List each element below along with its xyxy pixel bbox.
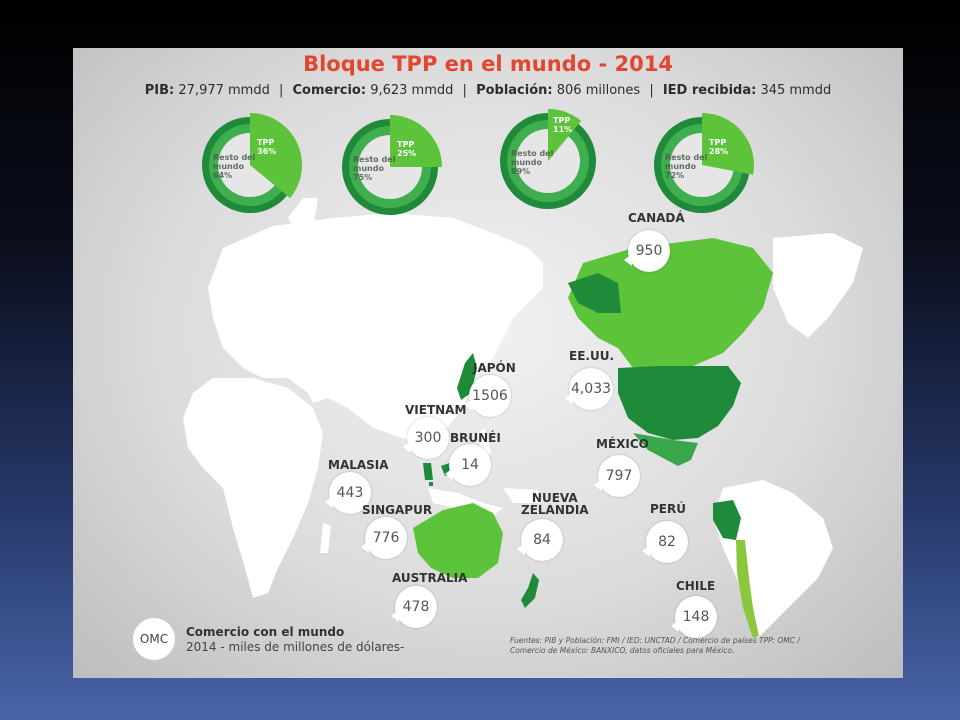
legend-title: Comercio con el mundo [186, 625, 345, 639]
label-malasia: MALASIA [328, 458, 389, 472]
landmass-png [503, 488, 543, 503]
donut-rest-label: Resto del mundo 64% [213, 153, 256, 180]
label-peru: PERÚ [650, 502, 686, 516]
sources-note: Fuentes: PIB y Población: FMI / IED: UNC… [510, 636, 880, 656]
stat-poblacion-label: Población: [476, 83, 553, 98]
donut-ied: TPP 28% Resto del mundo 72% [647, 110, 757, 220]
donut-tpp-slice [548, 109, 582, 161]
donut-rest-label: Resto del mundo 72% [665, 153, 708, 180]
value-australia: 478 [391, 586, 437, 628]
donut-tpp-label: TPP 28% [709, 138, 729, 156]
label-canada: CANADÁ [628, 211, 685, 225]
donut-comercio-ring [342, 115, 442, 215]
donut-rest-label: Resto del mundo 75% [353, 155, 396, 182]
country-usa [618, 366, 741, 440]
stats-bar: PIB: 27,977 mmdd | Comercio: 9,623 mmdd … [73, 83, 903, 98]
donut-rest-label: Resto del mundo 89% [511, 149, 554, 176]
value-peru: 82 [642, 521, 688, 563]
separator: | [649, 83, 654, 98]
value-mexico: 797 [594, 455, 640, 497]
donut-tpp-label: TPP 11% [553, 116, 573, 134]
donut-tpp-label: TPP 36% [257, 138, 277, 156]
country-alaska [568, 273, 621, 313]
label-chile: CHILE [676, 579, 716, 593]
landmass-scandinavia [288, 198, 318, 233]
value-vietnam: 300 [403, 417, 449, 459]
country-mexico [633, 433, 698, 466]
country-peru [713, 500, 741, 540]
donut-tpp-label: TPP 25% [397, 140, 417, 158]
donut-pib: TPP 36% Resto del mundo 64% [195, 110, 305, 220]
label-vietnam: VIETNAM [405, 403, 467, 417]
stat-ied-label: IED recibida: [662, 83, 757, 98]
stat-comercio-label: Comercio: [292, 83, 367, 98]
stat-poblacion-value: 806 millones [556, 83, 641, 98]
label-nueva-zelandia: NUEVA ZELANDIA [521, 492, 589, 516]
country-chile [736, 540, 759, 638]
label-nz-line2: ZELANDIA [521, 503, 589, 517]
label-japon: JAPÓN [473, 361, 516, 375]
landmass-madagascar [320, 523, 331, 553]
page-title: Bloque TPP en el mundo - 2014 [303, 52, 673, 76]
donut-poblacion: TPP 11% Resto del mundo 89% [493, 106, 603, 216]
label-australia: AUSTRALIA [392, 571, 468, 585]
label-eeuu: EE.UU. [569, 349, 614, 363]
landmass-uk [258, 253, 273, 276]
stat-ied-value: 345 mmdd [760, 83, 832, 98]
value-singapur: 776 [361, 517, 407, 559]
value-chile: 148 [671, 596, 717, 638]
separator: | [278, 83, 284, 98]
value-nueva-zelandia: 84 [517, 519, 563, 561]
donut-tpp-slice [702, 113, 754, 175]
landmass-africa [183, 378, 323, 598]
value-brunei: 14 [445, 444, 491, 486]
label-singapur: SINGAPUR [362, 503, 433, 517]
landmass-greenland [773, 233, 863, 338]
country-singapore [429, 482, 433, 486]
world-map [183, 198, 863, 638]
separator: | [462, 83, 467, 98]
donut-tpp-slice [390, 115, 442, 167]
stat-comercio-value: 9,623 mmdd [370, 83, 454, 98]
label-brunei: BRUNÉI [450, 431, 501, 445]
label-mexico: MÉXICO [596, 437, 649, 451]
country-canada [568, 238, 773, 368]
donut-ied-ring [654, 113, 754, 213]
value-malasia: 443 [325, 472, 371, 514]
landmass-south-america [713, 480, 833, 638]
value-eeuu: 4,033 [565, 368, 613, 410]
label-nz-line1: NUEVA [531, 491, 578, 505]
stat-pib-value: 27,977 mmdd [178, 83, 270, 98]
stat-pib-label: PIB: [144, 83, 175, 98]
donut-pib-ring [202, 113, 303, 213]
landmass-philippines [478, 428, 491, 460]
value-canada: 950 [624, 230, 670, 272]
sources-line1: Fuentes: PIB y Población: FMI / IED: UNC… [510, 636, 800, 645]
donut-poblacion-ring [500, 109, 596, 209]
value-japon: 1506 [465, 375, 511, 417]
country-new-zealand [521, 573, 539, 608]
infographic-slide: Bloque TPP en el mundo - 2014 PIB: 27,97… [73, 48, 903, 678]
sources-line2: Comercio de México: BANXICO, datos ofici… [510, 646, 735, 655]
country-australia [413, 503, 503, 578]
legend-subtitle: 2014 - miles de millones de dólares- [186, 640, 405, 654]
omc-badge: OMC [133, 618, 175, 660]
donut-tpp-slice [250, 113, 303, 199]
donut-comercio: TPP 25% Resto del mundo 75% [335, 112, 445, 222]
